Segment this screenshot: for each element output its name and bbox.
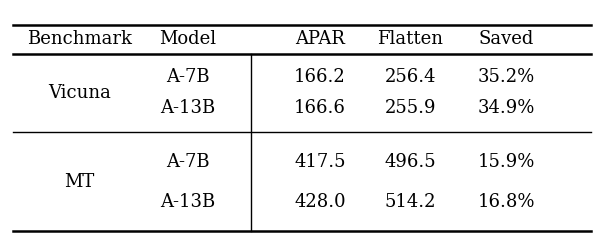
Text: Flatten: Flatten [378,30,443,48]
Text: 16.8%: 16.8% [478,193,535,211]
Text: Saved: Saved [479,30,534,48]
Text: A-7B: A-7B [166,153,210,171]
Text: MT: MT [65,173,95,191]
Text: APAR: APAR [295,30,345,48]
Text: A-13B: A-13B [160,99,216,117]
Text: 255.9: 255.9 [385,99,436,117]
Text: A-7B: A-7B [166,68,210,86]
Text: 15.9%: 15.9% [478,153,535,171]
Text: 256.4: 256.4 [385,68,436,86]
Text: A-13B: A-13B [160,193,216,211]
Text: 496.5: 496.5 [384,153,436,171]
Text: Model: Model [159,30,216,48]
Text: 166.2: 166.2 [294,68,346,86]
Text: Benchmark: Benchmark [27,30,132,48]
Text: 35.2%: 35.2% [478,68,535,86]
Text: Vicuna: Vicuna [48,84,111,102]
Text: 428.0: 428.0 [294,193,346,211]
Text: 166.6: 166.6 [294,99,346,117]
Text: 417.5: 417.5 [294,153,345,171]
Text: 34.9%: 34.9% [478,99,535,117]
Text: 514.2: 514.2 [385,193,436,211]
